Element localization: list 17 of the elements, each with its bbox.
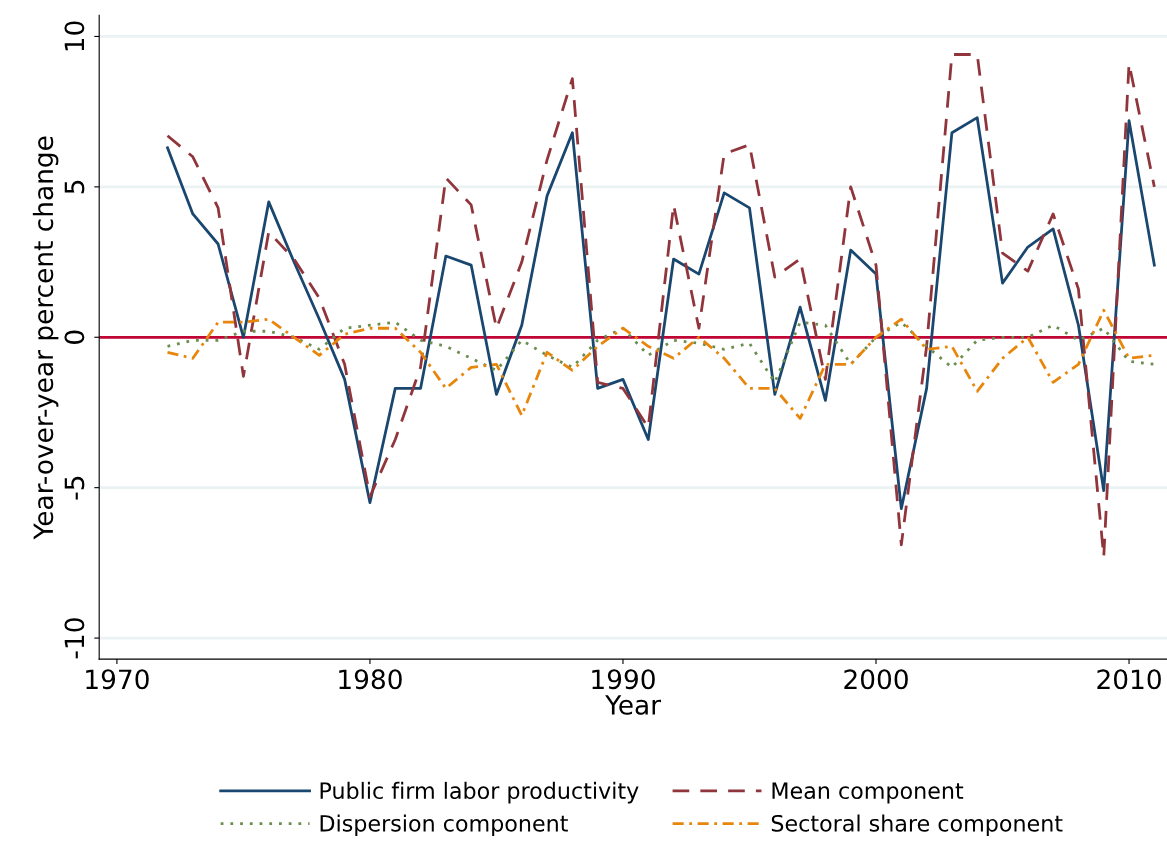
legend-label: Public firm labor productivity [320,781,639,804]
legend-label: Sectoral share component [771,814,1063,836]
x-tick-label: 2010 [1097,669,1161,690]
y-tick-label: 10 [64,21,85,51]
y-axis-title: Year-over-year percent change [32,136,59,540]
legend-label: Dispersion component [320,814,568,836]
x-tick-label: 1980 [339,669,402,690]
legend-label: Mean component [772,782,964,804]
x-tick-label: 2000 [844,669,908,690]
y-tick-label: -10 [64,618,85,659]
y-tick-label: 0 [64,330,85,344]
y-tick-label: 5 [64,180,85,194]
y-tick-label: -5 [64,476,85,500]
x-tick-label: 1970 [86,669,149,690]
x-tick-label: 1990 [592,669,655,690]
line-series [166,116,1156,511]
x-axis-title: Year [605,695,662,715]
